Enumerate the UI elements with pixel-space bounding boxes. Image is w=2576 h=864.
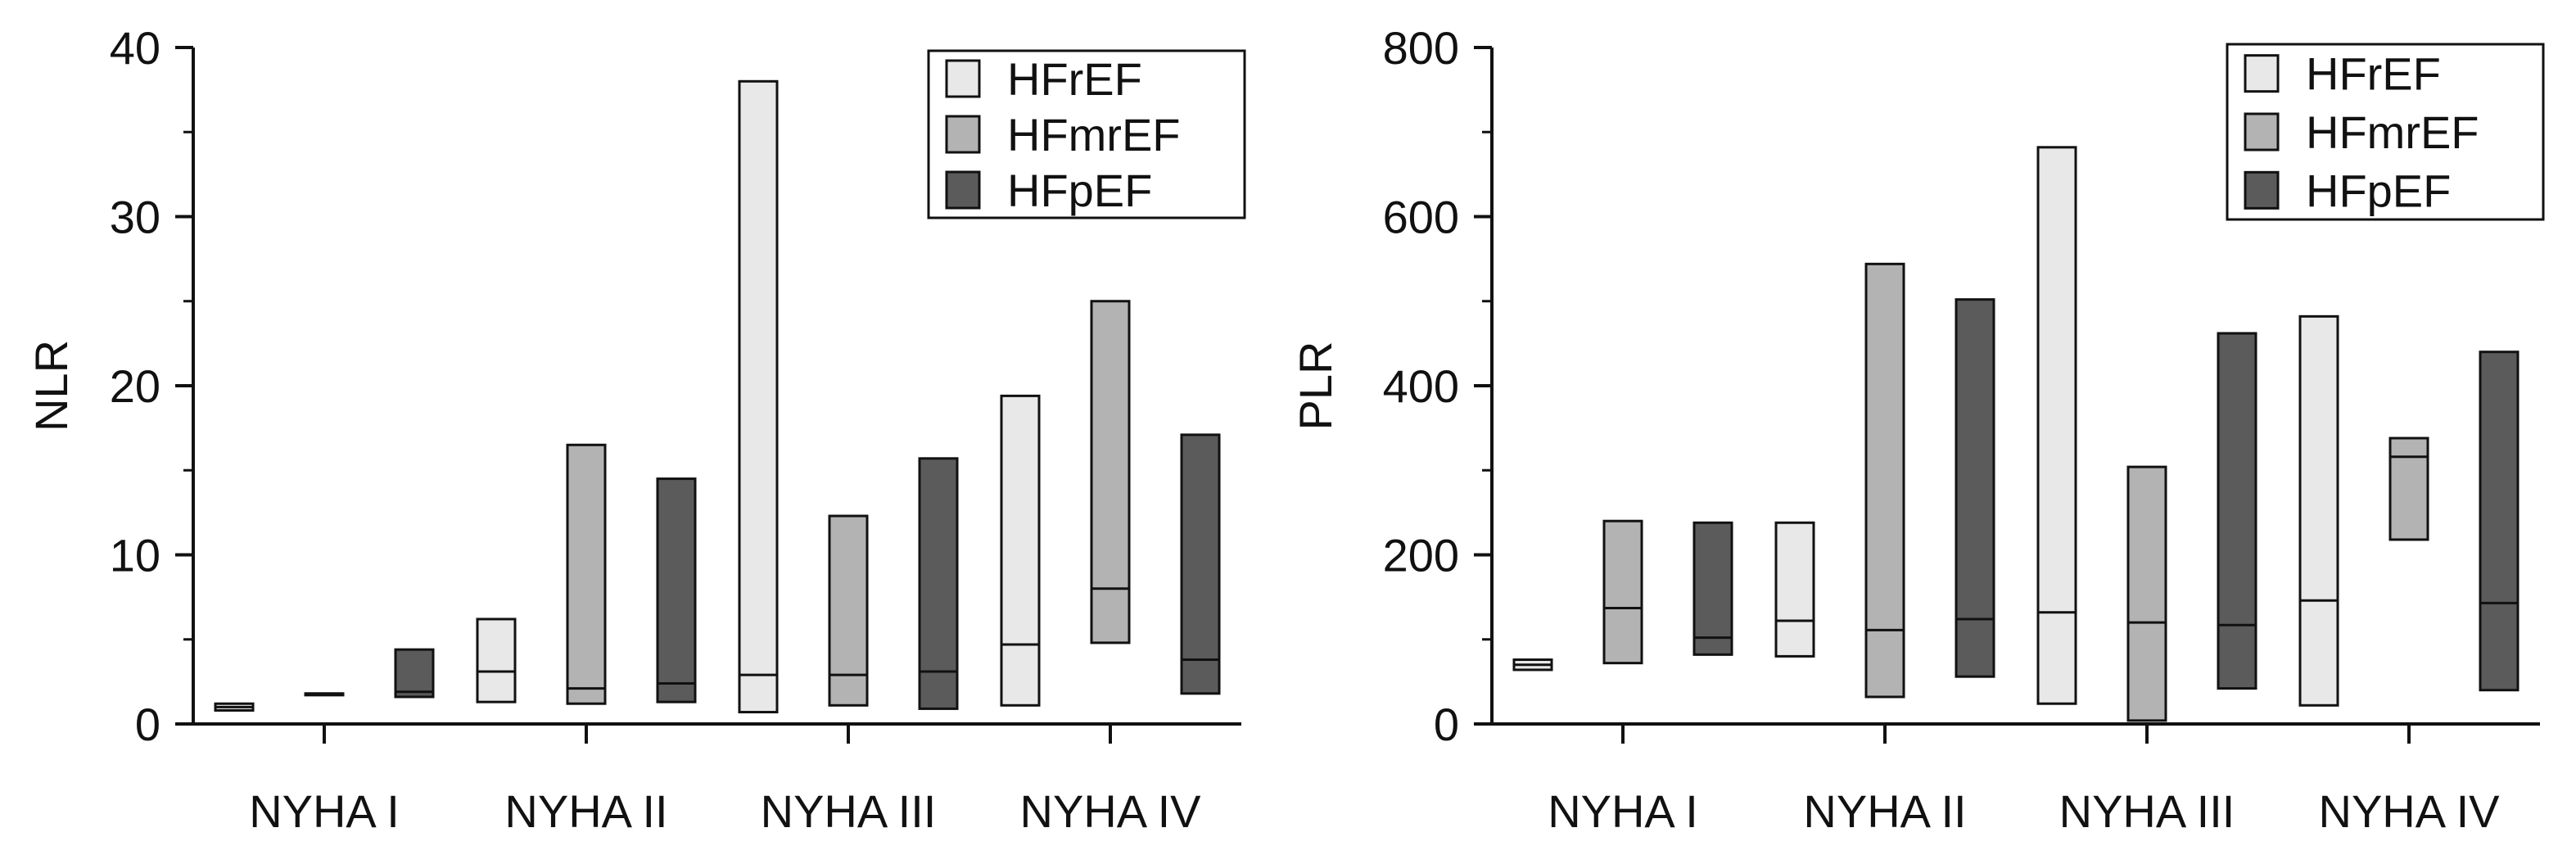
bar-hfmref-nyha-iii [828,514,869,707]
y-tick-label: 0 [135,699,160,750]
legend-swatch-hfmref [945,115,981,154]
legend-box [927,49,1246,219]
bar-hfref-nyha-iii [738,79,779,714]
legend-label-hfmref: HFmrEF [2306,106,2479,158]
bar-hfpef-nyha-iii [918,457,959,710]
bar-hfpef-nyha-i [1692,521,1733,656]
y-axis-label: PLR [1290,342,1341,431]
x-tick-label: NYHA I [1548,785,1698,837]
legend-swatch-hfpef [2244,170,2280,210]
bar-hfmref-nyha-iv [2388,437,2429,541]
bar-hfref-nyha-iii [2036,146,2077,705]
legend-swatch-hfmref [2244,112,2280,152]
bar-hfpef-nyha-iv [2479,351,2520,692]
legend-label-hfmref: HFmrEF [1007,109,1181,161]
bar-hfpef-nyha-ii [656,477,697,703]
y-tick-label: 200 [1383,530,1459,581]
bar-hfpef-nyha-iii [2217,332,2257,690]
bar-hfpef-nyha-ii [1955,298,1995,678]
y-tick-label: 0 [1434,699,1459,750]
plr-chart: 0 200 400 600 800 PLR NYHA I NYHA II NYHA III NYH… [1290,22,2545,837]
x-tick-label: NYHA IV [2319,785,2501,837]
bar-hfmref-nyha-iii [2126,465,2167,722]
legend-swatch-hfpef [945,170,981,210]
x-tick-label: NYHA I [249,785,400,837]
x-tick-label: NYHA IV [1020,785,1202,837]
bar-hfmref-nyha-i [1602,519,1643,665]
x-tick-label: NYHA II [504,785,667,837]
y-axis-label: NLR [25,340,77,432]
legend-label-hfref: HFrEF [1007,53,1142,105]
legend-swatch-hfref [2244,54,2280,93]
bar-hfpef-nyha-i [394,648,435,699]
legend-label-hfpef: HFpEF [1007,165,1152,216]
bar-hfmref-nyha-ii [566,443,607,705]
x-tick-label: NYHA II [1803,785,1966,837]
y-tick-label: 800 [1383,22,1459,74]
bar-hfref-nyha-iv [1000,394,1041,707]
legend-label-hfpef: HFpEF [2306,165,2451,216]
y-tick-label: 40 [110,22,160,74]
y-tick-label: 20 [110,360,160,412]
bar-hfref-nyha-iv [2298,314,2339,707]
y-tick-label: 10 [110,530,160,581]
bar-hfmref-nyha-iv [1090,300,1131,645]
bar-hfref-nyha-ii [1774,521,1815,658]
y-tick-label: 600 [1383,192,1459,243]
x-tick-label: NYHA III [761,785,937,837]
nlr-chart: 0 10 20 30 40 NLR NYHA I NYHA II NYHA III NYHA IV… [25,22,1246,837]
legend-label-hfref: HFrEF [2306,48,2441,100]
y-tick-label: 400 [1383,360,1459,412]
legend-box [2226,43,2545,221]
bar-hfpef-nyha-iv [1180,433,1221,695]
y-tick-label: 30 [110,192,160,243]
x-tick-label: NYHA III [2059,785,2235,837]
legend-swatch-hfref [945,59,981,98]
bar-hfref-nyha-ii [476,617,517,703]
bar-hfmref-nyha-ii [1864,262,1905,699]
